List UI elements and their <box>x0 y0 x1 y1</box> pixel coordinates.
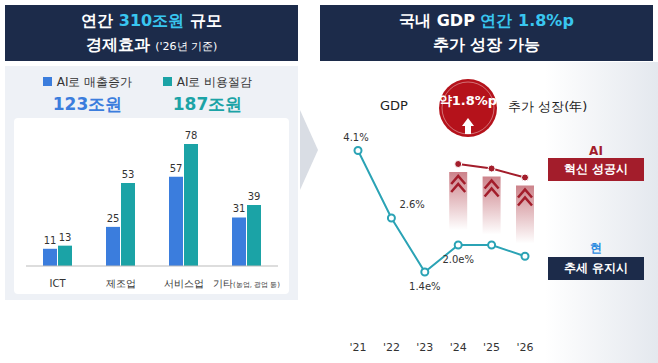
svg-text:ICT: ICT <box>49 278 66 289</box>
svg-text:4.1%: 4.1% <box>343 132 368 143</box>
svg-text:1.4e%: 1.4e% <box>409 281 441 292</box>
svg-text:13: 13 <box>59 232 72 243</box>
svg-text:53: 53 <box>122 169 135 180</box>
html-text:추가 성장 가능: 추가 성장 가능 <box>432 35 541 54</box>
html-text:약1.8%p: 약1.8%p <box>438 93 498 108</box>
svg-text:'24: '24 <box>450 341 467 354</box>
svg-text:2.0e%: 2.0e% <box>442 254 474 265</box>
html-text:현: 현 <box>590 241 602 255</box>
html-text:추세 유지시: 추세 유지시 <box>563 261 629 275</box>
svg-text:'21: '21 <box>349 341 366 354</box>
svg-text:'23: '23 <box>416 341 433 354</box>
html-text:국내 GDP연간 1.8%p: 국내 GDP연간 1.8%p <box>399 11 574 30</box>
svg-text:서비스업: 서비스업 <box>164 278 204 289</box>
svg-text:78: 78 <box>185 130 198 141</box>
html-text:AI로 매출증가: AI로 매출증가 <box>56 75 133 89</box>
svg-text:25: 25 <box>107 213 120 224</box>
html-text:123조원: 123조원 <box>52 94 123 114</box>
svg-text:31: 31 <box>233 203 246 214</box>
html-text:AI: AI <box>589 144 603 158</box>
html-text:추가 성장(年): 추가 성장(年) <box>508 99 588 114</box>
svg-text:기타(농업, 광업 등): 기타(농업, 광업 등) <box>213 278 280 289</box>
svg-text:57: 57 <box>170 163 183 174</box>
svg-text:'25: '25 <box>483 341 500 354</box>
html-text:혁신 성공시: 혁신 성공시 <box>563 162 629 176</box>
html-text:AI로 비용절감: AI로 비용절감 <box>176 75 253 89</box>
svg-text:2.6%: 2.6% <box>399 199 424 210</box>
html-text:경제효과 ('26년 기준): 경제효과 ('26년 기준) <box>85 35 218 54</box>
html-text:GDP: GDP <box>380 98 408 113</box>
html-text:187조원: 187조원 <box>172 94 243 114</box>
svg-text:11: 11 <box>44 235 57 246</box>
svg-text:'22: '22 <box>383 341 400 354</box>
html-text:연간310조원규모: 연간310조원규모 <box>81 11 222 30</box>
svg-text:제조업: 제조업 <box>106 278 136 289</box>
svg-text:'26: '26 <box>516 341 533 354</box>
svg-text:39: 39 <box>248 191 261 202</box>
